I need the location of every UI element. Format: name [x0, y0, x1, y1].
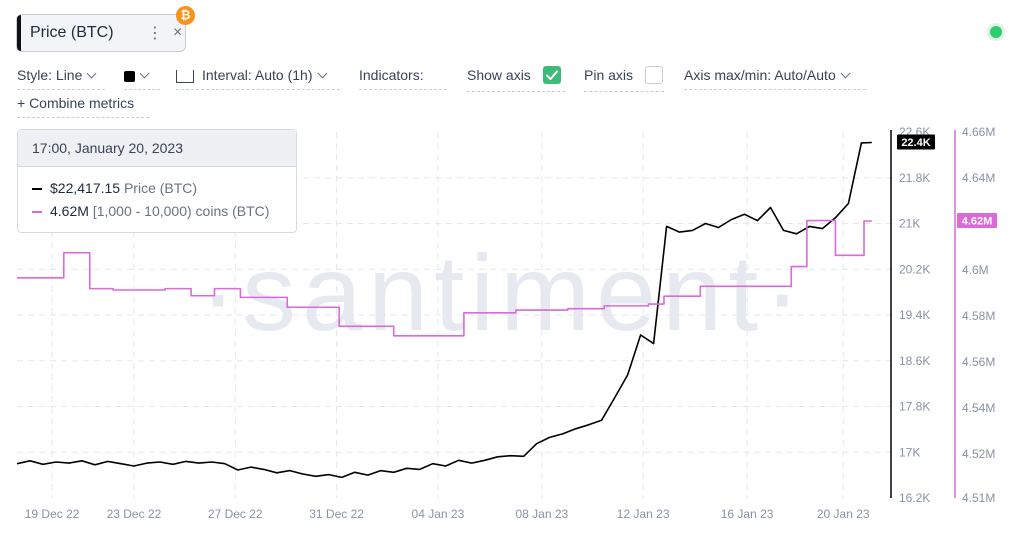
holders-axis-tick: 4.66M	[962, 125, 995, 139]
holders-axis-tick: 4.56M	[962, 355, 995, 369]
x-tick-label: 16 Jan 23	[721, 507, 774, 521]
series-layer	[16, 141, 872, 479]
indicators-selector[interactable]: Indicators:	[359, 67, 447, 90]
bitcoin-icon: ₿	[176, 6, 195, 25]
tooltip-holders-value: 4.62M	[50, 203, 89, 219]
show-axis-toggle[interactable]: Show axis	[467, 66, 565, 93]
checkmark-icon	[545, 70, 558, 81]
more-options-icon[interactable]: ⋮	[147, 25, 163, 42]
tooltip-row-holders: 4.62M [1,000 - 10,000) coins (BTC)	[32, 203, 269, 219]
x-tick-label: 27 Dec 22	[208, 507, 263, 521]
interval-selector[interactable]: Interval: Auto (1h)	[176, 67, 340, 90]
x-tick-label: 12 Jan 23	[617, 507, 670, 521]
metric-chip[interactable]: Price (BTC) ⋮ ×	[16, 14, 186, 52]
tooltip-price-label: Price (BTC)	[123, 180, 198, 196]
price-axis-tick: 21K	[899, 217, 920, 231]
close-icon[interactable]: ×	[173, 24, 183, 41]
axis-minmax-selector[interactable]: Axis max/min: Auto/Auto	[684, 67, 866, 90]
holders-axis-tick: 4.64M	[962, 171, 995, 185]
tooltip-datetime: 17:00, January 20, 2023	[18, 130, 296, 167]
x-tick-label: 31 Dec 22	[309, 507, 364, 521]
price-axis-tick: 19.4K	[899, 308, 930, 322]
price-axis-tick: 16.2K	[899, 491, 930, 505]
pin-axis-checkbox[interactable]	[645, 66, 664, 85]
x-tick-label: 08 Jan 23	[515, 507, 568, 521]
status-indicator	[990, 26, 1002, 38]
price-axis-tick: 18.6K	[899, 354, 930, 368]
price-axis-tick: 17.8K	[899, 400, 930, 414]
interval-icon	[176, 69, 194, 83]
show-axis-label: Show axis	[467, 67, 531, 83]
x-tick-label: 19 Dec 22	[25, 507, 80, 521]
holders-last-value-badge	[957, 213, 997, 229]
holders-series-line	[17, 219, 872, 337]
pin-axis-toggle[interactable]: Pin axis	[584, 66, 664, 93]
holders-axis-tick: 4.54M	[962, 401, 995, 415]
holders-axis-tick: 4.51M	[962, 491, 995, 505]
metric-chip-label: Price (BTC)	[30, 24, 114, 41]
price-last-value-text: 22.4K	[901, 137, 930, 149]
style-selector[interactable]: Style: Line	[17, 67, 105, 90]
color-selector[interactable]	[124, 67, 160, 90]
style-label: Style: Line	[17, 67, 83, 83]
interval-label: Interval: Auto (1h)	[202, 67, 313, 83]
indicators-label: Indicators:	[359, 67, 424, 83]
x-tick-label: 20 Jan 23	[817, 507, 870, 521]
price-last-value-badge	[897, 134, 935, 150]
tooltip-holders-label: [1,000 - 10,000) coins (BTC)	[92, 203, 270, 219]
chart-tooltip: 17:00, January 20, 2023 $22,417.15 Price…	[17, 129, 297, 233]
color-swatch	[124, 70, 135, 82]
x-tick-label: 23 Dec 22	[107, 507, 162, 521]
axis-minmax-label: Axis max/min: Auto/Auto	[684, 67, 836, 83]
metric-color-bar	[17, 15, 21, 51]
holders-legend-mark	[32, 211, 42, 214]
combine-metrics-button[interactable]: + Combine metrics	[17, 95, 149, 118]
holders-last-value-text: 4.62M	[962, 216, 993, 228]
price-axis-tick: 20.2K	[899, 262, 930, 276]
combine-metrics-label: + Combine metrics	[17, 95, 135, 111]
pin-axis-label: Pin axis	[584, 67, 634, 83]
price-axis-tick: 17K	[899, 445, 920, 459]
holders-axis-tick: 4.52M	[962, 447, 995, 461]
price-series-line	[16, 141, 872, 479]
holders-axis-tick: 4.58M	[962, 309, 995, 323]
axis-layer: 19 Dec 22 23 Dec 22 27 Dec 22 31 Dec 22 04 J…	[25, 125, 997, 521]
x-tick-label: 04 Jan 23	[412, 507, 465, 521]
tooltip-row-price: $22,417.15 Price (BTC)	[32, 180, 197, 196]
show-axis-checkbox[interactable]	[542, 66, 561, 85]
price-axis-tick: 21.8K	[899, 171, 930, 185]
price-legend-mark	[32, 188, 42, 191]
tooltip-price-value: $22,417.15	[50, 180, 121, 196]
holders-axis-tick: 4.6M	[962, 263, 989, 277]
